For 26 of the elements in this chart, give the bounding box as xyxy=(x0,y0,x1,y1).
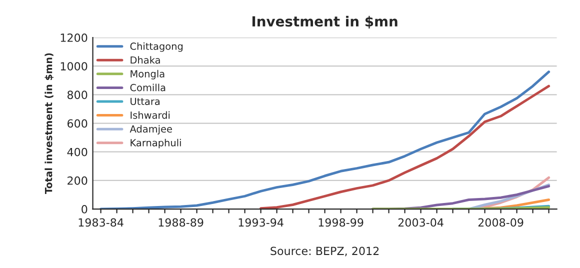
legend-label: Adamjee xyxy=(130,125,172,134)
legend-label: Comilla xyxy=(130,84,166,92)
x-tick-label: 2003-04 xyxy=(398,218,444,227)
x-tick-label: 1983-84 xyxy=(78,218,124,227)
source-note: Source: BEPZ, 2012 xyxy=(270,246,379,256)
y-tick-label: 800 xyxy=(67,90,88,100)
legend-label: Uttara xyxy=(130,98,160,106)
legend-label: Karnaphuli xyxy=(130,138,181,148)
chart-title: Investment in $mn xyxy=(252,16,398,28)
y-tick-label: 600 xyxy=(68,119,88,128)
x-tick-label: 2008-09 xyxy=(478,218,524,227)
line-series xyxy=(100,70,550,210)
y-tick-label: 200 xyxy=(68,176,88,185)
legend-label: Mongla xyxy=(130,70,164,80)
y-axis-title: Total investment (in $mn) xyxy=(44,53,54,194)
legend-label: Chittagong xyxy=(130,42,183,52)
y-tick-label: 400 xyxy=(67,148,88,156)
x-tick-label: 1988-89 xyxy=(158,218,204,227)
legend-label: Ishwardi xyxy=(130,111,170,119)
line-series xyxy=(260,84,550,210)
legend-label: Dhaka xyxy=(130,56,160,64)
y-tick-label: 0 xyxy=(82,205,88,214)
y-tick-label: 1000 xyxy=(60,62,88,70)
x-tick-label: 1998-99 xyxy=(318,218,364,227)
y-tick-label: 1200 xyxy=(60,33,88,42)
x-tick-label: 1993-94 xyxy=(238,218,284,227)
